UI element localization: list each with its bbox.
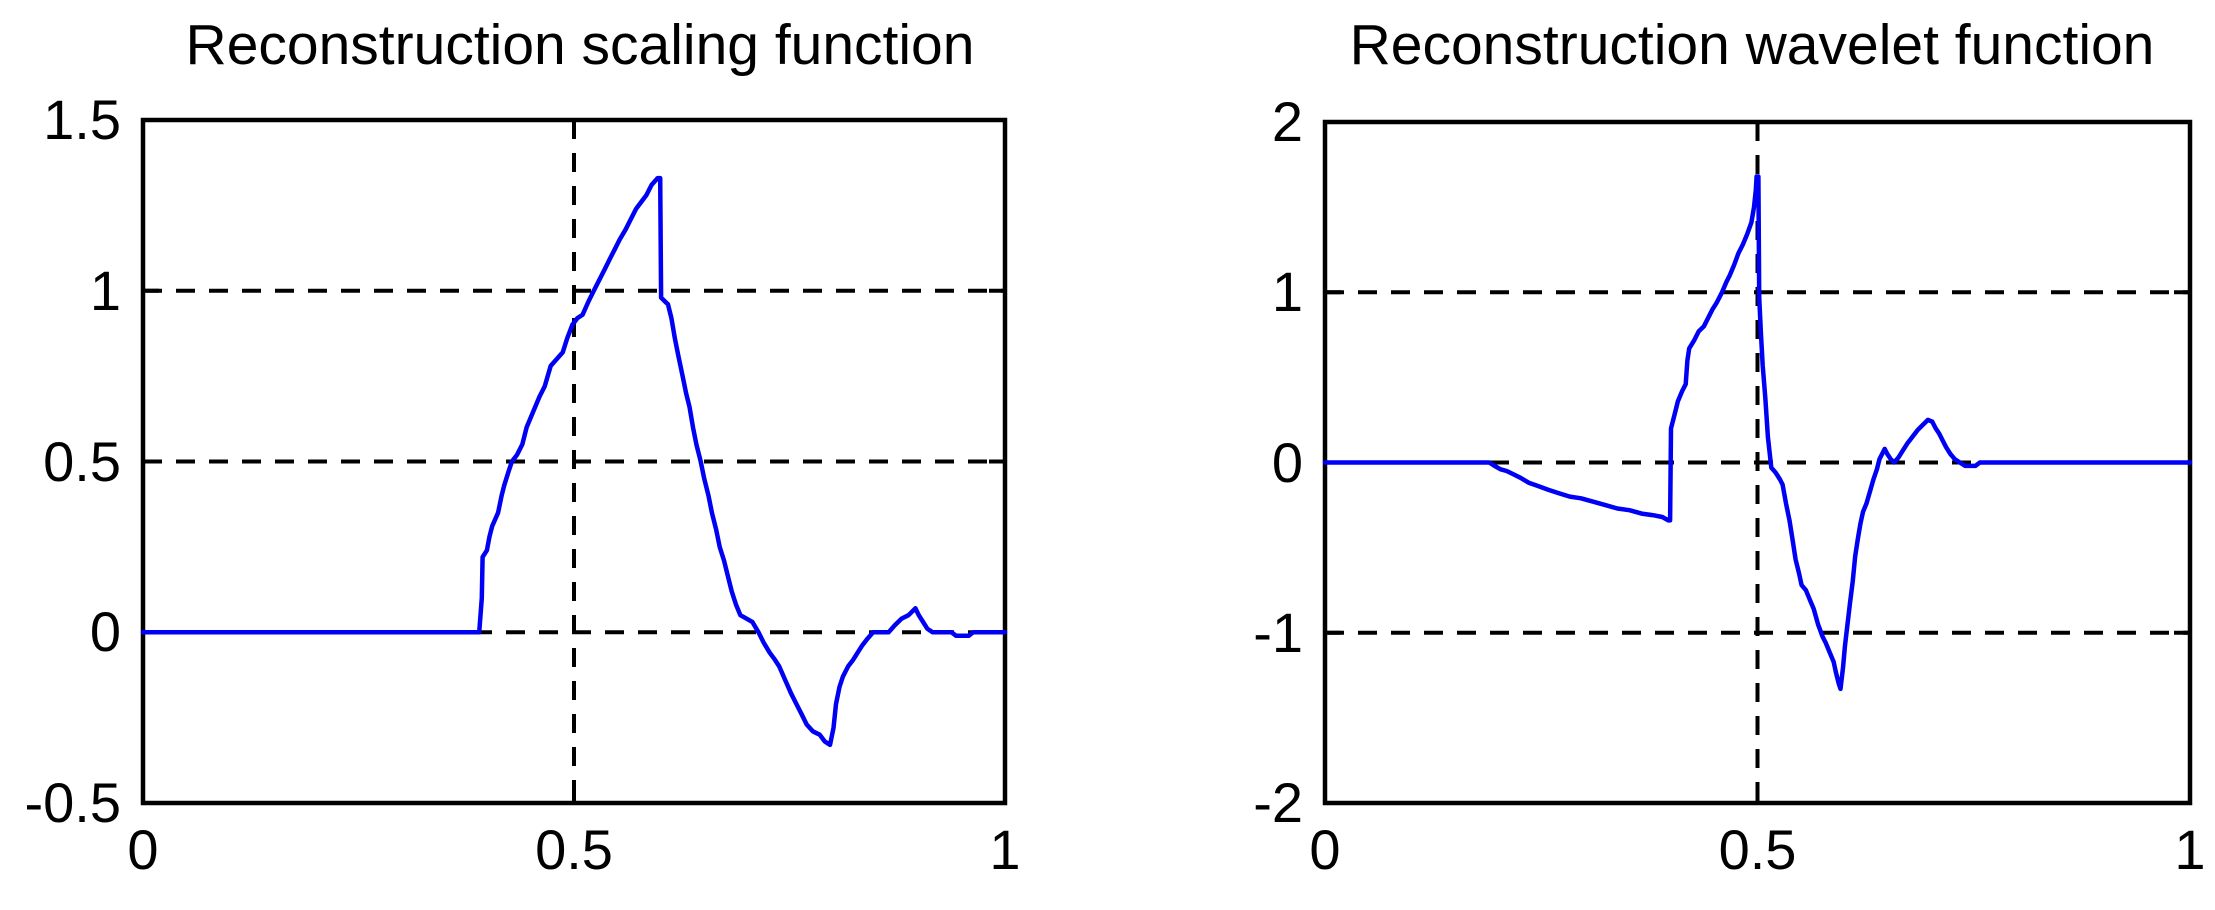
- scaling-x-tick-label: 0: [127, 818, 159, 881]
- wavelet-plot-title: Reconstruction wavelet function: [1349, 13, 2155, 77]
- wavelet-x-tick-label: 0: [1309, 818, 1341, 881]
- scaling-plot-title: Reconstruction scaling function: [185, 13, 975, 77]
- scaling-plot: [140, 117, 1008, 806]
- scaling-y-tick-label: 0: [89, 600, 121, 664]
- scaling-x-tick-label: 0.5: [535, 818, 613, 881]
- wavelet-function-curve: [1322, 174, 2193, 692]
- scaling-y-tick-label: -0.5: [24, 771, 122, 834]
- scaling-y-tick-label: 0.5: [43, 429, 121, 493]
- wavelet-y-tick-label: -1: [1253, 600, 1303, 664]
- wavelet-x-tick-label: 1: [2174, 818, 2206, 881]
- wavelet-tick-marks: [1323, 120, 2192, 805]
- scaling-y-tick-label: 1.5: [43, 88, 121, 151]
- wavelet-y-tick-label: 0: [1271, 430, 1303, 494]
- scaling-x-tick-label: 1: [989, 818, 1021, 881]
- wavelet-x-tick-label: 0.5: [1718, 818, 1797, 881]
- wavelet-y-tick-label: -2: [1253, 771, 1303, 834]
- scaling-function-curve: [140, 175, 1008, 748]
- scaling-y-tick-label: 1: [89, 258, 121, 322]
- wavelet-y-tick-label: 2: [1271, 90, 1303, 153]
- wavelet-y-tick-label: 1: [1271, 260, 1303, 324]
- scaling-gridlines: [143, 120, 1005, 803]
- wavelet-plot: [1322, 119, 2193, 806]
